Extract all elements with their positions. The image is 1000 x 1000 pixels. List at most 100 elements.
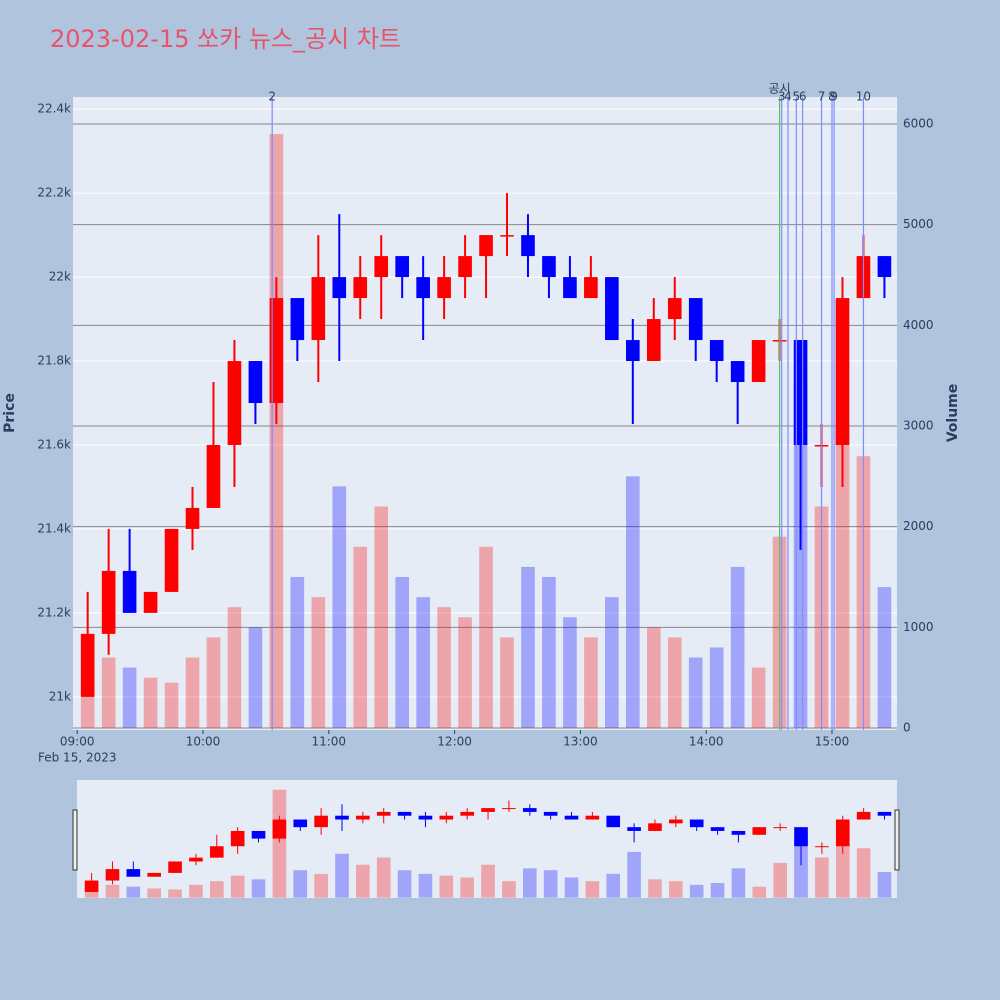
candle-body — [458, 256, 472, 278]
candle-body — [835, 298, 850, 445]
y2-tick-label: 3000 — [903, 418, 934, 432]
slider-handle[interactable] — [894, 809, 900, 871]
slider-candle-body — [439, 815, 454, 820]
slider-candle-body — [293, 819, 308, 828]
candle-body — [416, 277, 430, 299]
candle-body — [605, 277, 619, 341]
slider-volume-bar — [168, 889, 182, 898]
volume-bar — [626, 476, 640, 728]
event-label: 5 — [793, 90, 801, 104]
slider-candle-body — [815, 846, 829, 848]
slider-volume-bar — [877, 872, 892, 898]
volume-bar — [877, 587, 892, 728]
volume-bar — [143, 677, 158, 728]
volume-bar — [667, 637, 682, 728]
candle-body — [626, 340, 640, 362]
slider-volume-bar — [585, 881, 600, 898]
slider-volume-bar — [147, 888, 162, 898]
y-tick-label: 21k — [49, 689, 71, 703]
slider-candle-body — [460, 811, 474, 816]
x-tick-label: 10:00 — [186, 735, 221, 749]
volume-bar — [542, 576, 556, 728]
slider-volume-bar — [460, 877, 474, 898]
x-tick-label: 14:00 — [689, 735, 724, 749]
slider-volume-bar — [356, 864, 370, 898]
candle-body — [80, 633, 95, 697]
volume-bar — [479, 546, 493, 728]
y2-tick-label: 2000 — [903, 519, 934, 533]
slider-candle-body — [648, 823, 662, 831]
slider-candle-body — [356, 815, 370, 820]
volume-bar — [290, 576, 305, 728]
candle-body — [542, 256, 556, 278]
candle-body — [584, 277, 598, 299]
volume-bar — [416, 597, 430, 728]
slider-volume-bar — [439, 875, 454, 898]
event-label: 2 — [268, 90, 276, 104]
x-date-label: Feb 15, 2023 — [38, 751, 117, 765]
candle-body — [500, 235, 514, 237]
slider-volume-bar — [669, 881, 683, 898]
candle-body — [164, 528, 179, 592]
slider-volume-bar — [752, 886, 767, 898]
candle-body — [311, 277, 326, 341]
candle-body — [730, 361, 745, 383]
slider-candle-body — [877, 811, 892, 816]
y-tick-label: 21.6k — [37, 437, 71, 451]
volume-bar — [709, 647, 724, 728]
candle-body — [479, 235, 493, 257]
candle-body — [667, 298, 682, 320]
volume-bar — [500, 637, 514, 728]
candle-body — [227, 361, 242, 445]
candle-body — [101, 570, 116, 634]
slider-candle-body — [230, 830, 245, 847]
slider-candle-body — [585, 815, 600, 820]
slider-candle-body — [773, 827, 787, 829]
slider-candle-body — [627, 827, 641, 831]
volume-bar — [751, 667, 766, 728]
volume-bar — [793, 385, 808, 728]
slider-volume-bar — [731, 868, 746, 898]
x-tick-label: 12:00 — [437, 735, 472, 749]
y2-tick-label: 0 — [903, 720, 911, 734]
event-label: 7 — [818, 90, 826, 104]
slider-volume-bar — [481, 864, 495, 898]
slider-volume-bar — [230, 875, 245, 898]
candle-body — [793, 340, 808, 445]
event-label: 8 — [828, 90, 836, 104]
candle-body — [437, 277, 451, 299]
candle-body — [751, 340, 766, 383]
slider-candle-body — [606, 815, 621, 828]
slider-candle-body — [835, 819, 850, 847]
event-label: 6 — [799, 90, 807, 104]
slider-candle-body — [147, 872, 162, 877]
y-tick-label: 22.2k — [37, 186, 71, 200]
slider-handle[interactable] — [72, 809, 78, 871]
x-tick-label: 15:00 — [815, 735, 850, 749]
event-label: 4 — [784, 90, 792, 104]
candle-body — [143, 591, 158, 613]
event-label: 공시 — [769, 82, 791, 96]
event-label: 10 — [856, 90, 871, 104]
candle-body — [521, 235, 535, 257]
candle-body — [395, 256, 409, 278]
slider-volume-bar — [126, 886, 141, 898]
range-slider[interactable] — [77, 780, 897, 898]
slider-volume-bar — [856, 848, 871, 898]
slider-volume-bar — [522, 868, 537, 898]
slider-volume-bar — [272, 789, 287, 898]
volume-bar — [730, 566, 745, 728]
candle-body — [269, 298, 284, 404]
event-label: 9 — [830, 90, 838, 104]
volume-bar — [374, 506, 389, 728]
slider-volume-bar — [105, 884, 120, 898]
slider-volume-bar — [397, 870, 412, 898]
slider-candle-body — [189, 857, 203, 862]
candle-body — [332, 277, 347, 299]
volume-bar — [185, 657, 200, 728]
slider-candle-body — [105, 869, 120, 881]
slider-volume-bar — [314, 873, 328, 898]
x-tick-label: 09:00 — [60, 735, 95, 749]
volume-bar — [332, 486, 347, 728]
